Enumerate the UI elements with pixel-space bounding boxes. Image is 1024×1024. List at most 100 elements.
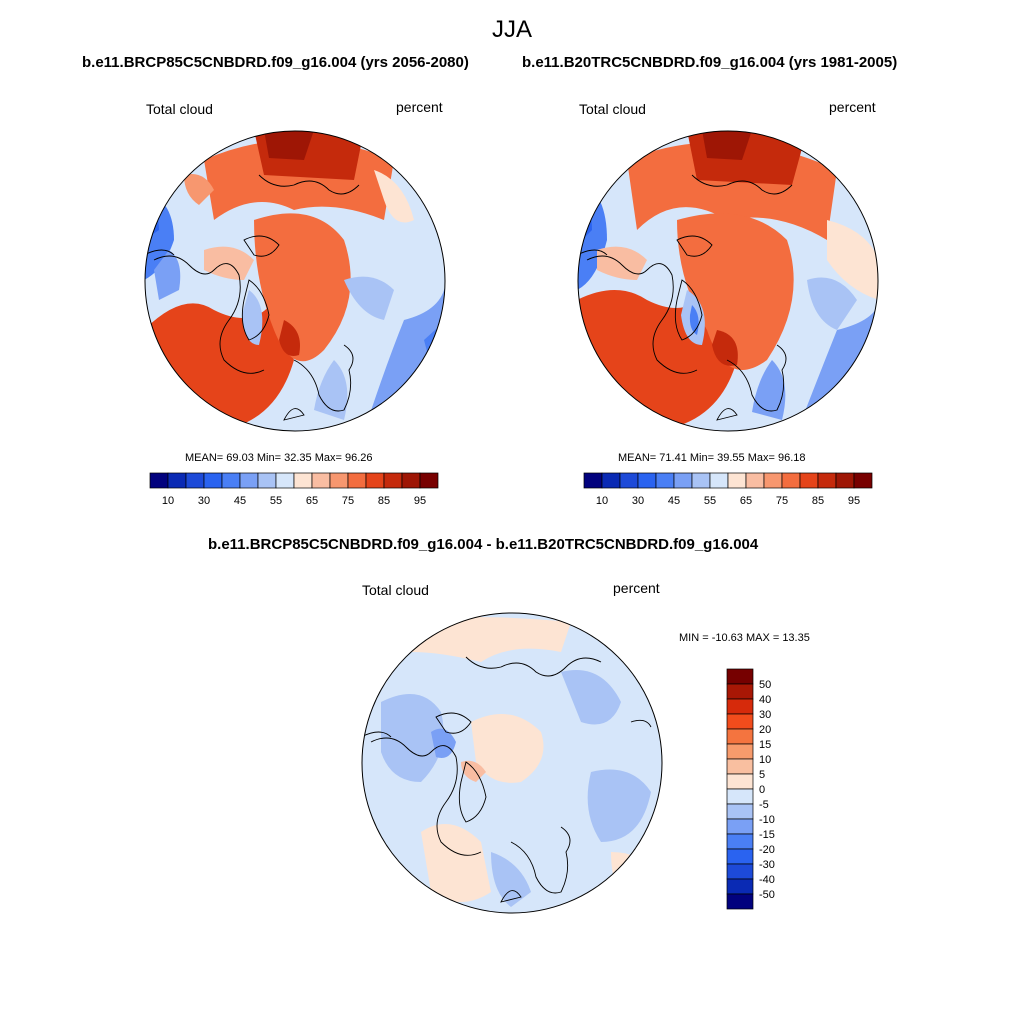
left-colorbar-tick-label: 95 (414, 495, 426, 507)
diff-units-label: percent (613, 580, 660, 596)
diff-colorbar-tick-label: 40 (759, 694, 771, 706)
right-polar-map (577, 130, 879, 432)
left-min-value: 32.35 (284, 452, 312, 464)
diff-title: b.e11.BRCP85C5CNBDRD.f09_g16.004 - b.e11… (208, 536, 759, 553)
diff-colorbar-swatch (726, 833, 754, 850)
diff-colorbar-swatch (726, 878, 754, 895)
left-variable-label: Total cloud (146, 101, 213, 117)
left-colorbar-tick-label: 30 (198, 495, 210, 507)
right-colorbar-swatch (673, 472, 693, 489)
diff-colorbar-tick-label: -5 (759, 799, 769, 811)
left-polar-map (144, 130, 446, 432)
right-colorbar-swatch (709, 472, 729, 489)
diff-colorbar-tick-label: 20 (759, 724, 771, 736)
left-max-value: 96.26 (344, 452, 373, 464)
diff-colorbar-swatch (726, 743, 754, 760)
diff-colorbar-swatch (726, 848, 754, 865)
left-units-label: percent (396, 99, 443, 115)
right-mean-value: 71.41 (659, 452, 687, 464)
figure-title: JJA (491, 16, 532, 43)
left-colorbar-swatch (185, 472, 205, 489)
diff-colorbar-swatch (726, 698, 754, 715)
left-min-label: Min= (256, 452, 282, 464)
diff-colorbar-swatch (726, 758, 754, 775)
left-colorbar-swatch (329, 472, 349, 489)
left-colorbar-tick-label: 85 (378, 495, 390, 507)
diff-colorbar-tick-label: -15 (759, 829, 775, 841)
left-colorbar-tick-label: 10 (162, 495, 174, 507)
right-colorbar-tick-label: 85 (812, 495, 824, 507)
right-colorbar-tick-label: 75 (776, 495, 788, 507)
right-colorbar-tick-label: 95 (848, 495, 860, 507)
right-colorbar-tick-label: 65 (740, 495, 752, 507)
left-colorbar-swatch (149, 472, 169, 489)
left-run-title: b.e11.BRCP85C5CNBDRD.f09_g16.004 (yrs 20… (82, 54, 469, 71)
left-colorbar-tick-label: 65 (306, 495, 318, 507)
diff-colorbar-swatch (726, 683, 754, 700)
right-colorbar-swatch (619, 472, 639, 489)
left-colorbar-swatch (257, 472, 277, 489)
diff-colorbar-swatch (726, 788, 754, 805)
diff-colorbar-swatch (726, 728, 754, 745)
right-colorbar-swatch (745, 472, 765, 489)
right-colorbar-swatch (853, 472, 873, 489)
diff-colorbar-swatch (726, 863, 754, 880)
right-colorbar: 10 30 45 55 65 75 85 95 (583, 472, 873, 507)
left-colorbar-swatch (401, 472, 421, 489)
diff-polar-map (361, 612, 663, 914)
right-colorbar-swatch (781, 472, 801, 489)
right-min-label: Min= (689, 452, 715, 464)
left-mean-label: MEAN= (185, 452, 224, 464)
left-colorbar-swatch (365, 472, 385, 489)
diff-colorbar-swatch (726, 668, 754, 685)
diff-colorbar-swatch (726, 773, 754, 790)
left-colorbar-swatch (419, 472, 439, 489)
right-colorbar-tick-label: 45 (668, 495, 680, 507)
diff-colorbar-tick-label: 10 (759, 754, 771, 766)
diff-minmax: MIN = -10.63 MAX = 13.35 (679, 632, 810, 644)
right-max-label: Max= (747, 452, 775, 464)
diff-colorbar-tick-label: -30 (759, 859, 775, 871)
right-min-value: 39.55 (717, 452, 745, 464)
diff-variable-label: Total cloud (362, 582, 429, 598)
diff-colorbar-swatch (726, 818, 754, 835)
diff-colorbar-tick-label: -50 (759, 889, 775, 901)
diff-colorbar-tick-label: -20 (759, 844, 775, 856)
right-variable-label: Total cloud (579, 101, 646, 117)
diff-colorbar-swatch (726, 713, 754, 730)
right-colorbar-swatch (763, 472, 783, 489)
right-units-label: percent (829, 99, 876, 115)
left-colorbar-swatch (347, 472, 367, 489)
left-colorbar: 10 30 45 55 65 75 85 95 (149, 472, 439, 507)
left-colorbar-swatch (221, 472, 241, 489)
right-max-value: 96.18 (777, 452, 806, 464)
right-colorbar-swatch (817, 472, 837, 489)
diff-colorbar-swatch (726, 803, 754, 820)
right-colorbar-swatch (583, 472, 603, 489)
right-colorbar-swatch (691, 472, 711, 489)
left-colorbar-tick-label: 55 (270, 495, 282, 507)
left-colorbar-swatch (203, 472, 223, 489)
right-colorbar-swatch (601, 472, 621, 489)
left-colorbar-swatch (383, 472, 403, 489)
diff-colorbar-tick-label: -40 (759, 874, 775, 886)
left-colorbar-tick-label: 45 (234, 495, 246, 507)
left-colorbar-swatch (311, 472, 331, 489)
right-stats: MEAN= 71.41 Min= 39.55 Max= 96.18 (618, 452, 806, 464)
left-colorbar-swatch (167, 472, 187, 489)
diff-colorbar-tick-label: -10 (759, 814, 775, 826)
diff-colorbar-tick-label: 50 (759, 679, 771, 691)
right-colorbar-swatch (655, 472, 675, 489)
diff-colorbar-tick-label: 5 (759, 769, 765, 781)
left-max-label: Max= (314, 452, 342, 464)
left-colorbar-swatch (239, 472, 259, 489)
left-stats: MEAN= 69.03 Min= 32.35 Max= 96.26 (185, 452, 373, 464)
right-run-title: b.e11.B20TRC5CNBDRD.f09_g16.004 (yrs 198… (522, 54, 898, 71)
diff-colorbar-tick-label: 15 (759, 739, 771, 751)
right-colorbar-swatch (727, 472, 747, 489)
right-colorbar-tick-label: 30 (632, 495, 644, 507)
left-colorbar-swatch (293, 472, 313, 489)
left-colorbar-swatch (275, 472, 295, 489)
left-colorbar-tick-label: 75 (342, 495, 354, 507)
left-mean-value: 69.03 (226, 452, 254, 464)
